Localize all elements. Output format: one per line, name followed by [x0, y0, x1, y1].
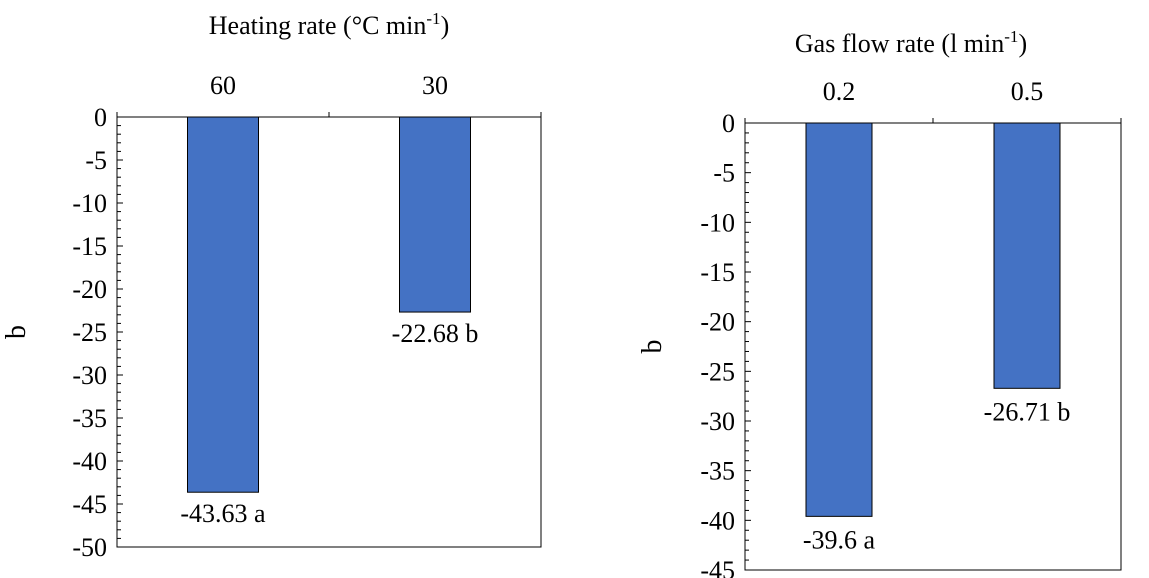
category-label: 30 — [422, 71, 448, 100]
y-tick-label: -25 — [72, 318, 107, 347]
y-tick-label: 0 — [94, 103, 107, 132]
y-tick-label: -10 — [700, 208, 735, 237]
chart-title-main: Gas flow rate (l min — [795, 29, 1004, 58]
chart-title: Gas flow rate (l min-1) — [795, 27, 1027, 58]
gas-flow-rate-chart: 0.2 0.5 0 -5 -10 -15 -20 -25 -30 -35 -40 -45 -39.6 a… — [637, 27, 1122, 578]
chart-title-close: ) — [441, 11, 450, 40]
bar — [187, 116, 259, 493]
y-tick-label: -20 — [700, 308, 735, 337]
heating-rate-chart: 60 30 0 -5 -10 -15 -20 -25 -30 -35 -40 -45 -50 -43.63… — [1, 9, 542, 562]
y-tick-label: -15 — [700, 258, 735, 287]
plot-area — [744, 122, 1122, 571]
y-tick-label: -5 — [713, 159, 735, 188]
bar — [399, 116, 471, 313]
y-axis-title: b — [637, 340, 668, 354]
y-tick-label: -35 — [72, 404, 107, 433]
y-tick-label: -40 — [700, 506, 735, 535]
y-tick-label: -50 — [72, 533, 107, 562]
y-tick-label: -30 — [72, 361, 107, 390]
bar — [805, 122, 873, 517]
category-label: 60 — [210, 71, 236, 100]
y-tick-label: -5 — [85, 146, 107, 175]
y-tick-label: -30 — [700, 407, 735, 436]
y-axis-title: b — [1, 325, 32, 339]
y-tick-label: -15 — [72, 232, 107, 261]
data-label: -22.68 b — [392, 319, 479, 348]
bar — [993, 122, 1061, 389]
y-tick-label: -45 — [72, 490, 107, 519]
data-label: -39.6 a — [803, 525, 876, 554]
chart-title-superscript: -1 — [1004, 27, 1018, 46]
y-tick-label: -40 — [72, 447, 107, 476]
data-label: -26.71 b — [984, 397, 1071, 426]
chart-title-close: ) — [1018, 29, 1027, 58]
category-label: 0.5 — [1011, 77, 1044, 106]
y-tick-label: -20 — [72, 275, 107, 304]
chart-title: Heating rate (°C min-1) — [209, 9, 449, 40]
chart-title-main: Heating rate (°C min — [209, 11, 427, 40]
y-tick-label: -10 — [72, 189, 107, 218]
y-tick-label: 0 — [722, 109, 735, 138]
y-tick-label: -35 — [700, 457, 735, 486]
y-tick-label: -25 — [700, 357, 735, 386]
chart-title-superscript: -1 — [426, 9, 440, 28]
category-label: 0.2 — [823, 77, 856, 106]
data-label: -43.63 a — [180, 499, 266, 528]
y-tick-label: -45 — [700, 556, 735, 578]
